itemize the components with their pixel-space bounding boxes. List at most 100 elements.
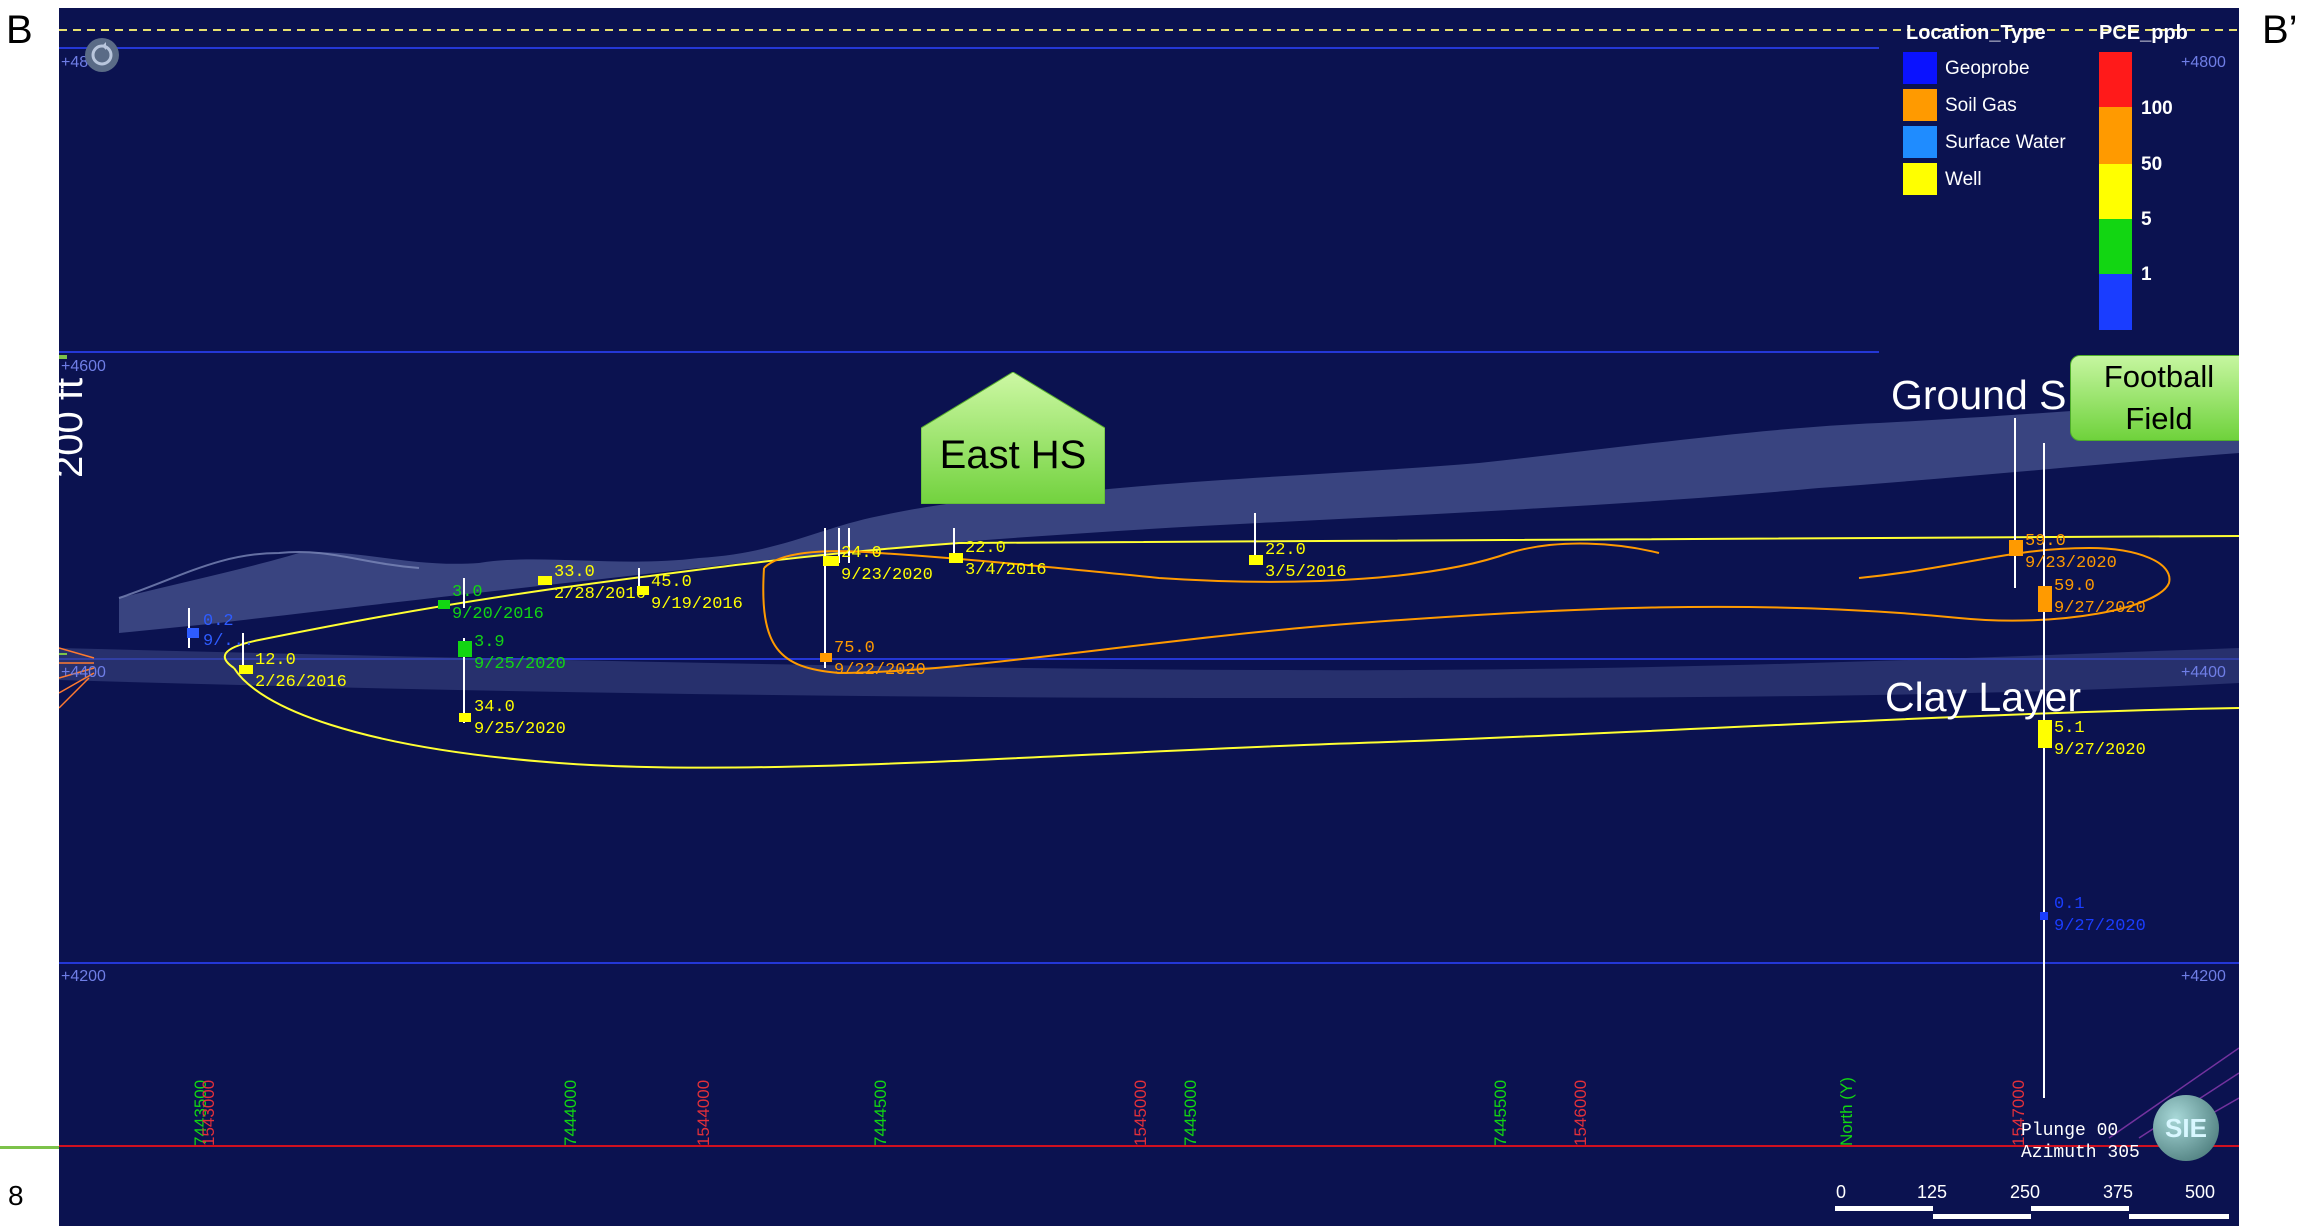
sample-annotation-1: 12.0 2/26/2016: [255, 650, 347, 694]
sample-date: 3/5/2016: [1265, 563, 1347, 582]
sample-annotation-14: 0.1 9/27/2020: [2054, 894, 2146, 938]
view-orientation: Plunge 00 Azimuth 305: [2021, 1120, 2140, 1164]
cross-section-scene: [59, 29, 2239, 1147]
sample-marker-5: [458, 641, 472, 657]
legend-swatch-soil-gas: [1903, 89, 1937, 121]
sample-date: 9/22/2020: [834, 661, 926, 680]
view-reset-icon[interactable]: [85, 38, 119, 72]
sample-annotation-0: 0.2 9/...: [203, 612, 254, 652]
north-tick-7444500: 7444500: [871, 1079, 890, 1146]
sample-marker-14: [2040, 912, 2048, 920]
sample-value: 22.0: [1265, 541, 1306, 560]
sample-annotation-9: 75.0 9/22/2020: [834, 638, 926, 682]
ground-surface-ridge: [118, 551, 420, 599]
sample-value: 24.0: [841, 544, 882, 563]
colorbar-segment-yellow: [2099, 164, 2132, 219]
sample-date: 9/23/2020: [2025, 554, 2117, 573]
sample-annotation-6: 34.0 9/25/2020: [474, 697, 566, 741]
football-field-line2: Field: [2125, 401, 2193, 436]
plunge-readout: Plunge 00: [2021, 1121, 2119, 1141]
colorbar-segment-blue: [2099, 274, 2132, 330]
scale-bar-label-125: 125: [1917, 1182, 1948, 1202]
clay-layer-label: Clay Layer: [1885, 674, 2081, 720]
scale-bracket-label: 200 ft: [59, 377, 91, 478]
elevation-label-4200-left: +4200: [61, 968, 106, 985]
sample-marker-4: [637, 586, 649, 595]
sample-date: 9/27/2020: [2054, 741, 2146, 760]
sample-marker-8: [949, 553, 963, 563]
sample-annotation-5: 3.9 9/25/2020: [474, 632, 566, 676]
scale-bar: [1835, 1206, 2229, 1219]
cross-section-viewport[interactable]: +4800 +4800 +4600 +4400 +4400 +4200 +420…: [59, 8, 2239, 1226]
legend-swatch-surface-water: [1903, 126, 1937, 158]
sample-marker-6: [459, 713, 471, 722]
sample-annotation-11: 59.0 9/23/2020: [2025, 531, 2117, 575]
east-tick-1543000: 1543000: [199, 1079, 218, 1146]
sample-date: 9/25/2020: [474, 720, 566, 739]
section-label-start: B: [6, 8, 33, 52]
sample-date: 9/20/2016: [452, 605, 544, 624]
app-logo: SIE: [2153, 1095, 2219, 1161]
football-field-line1: Football: [2103, 359, 2215, 394]
sample-annotation-2: 3.0 9/20/2016: [452, 582, 544, 626]
legend-label-soil-gas: Soil Gas: [1945, 95, 2017, 116]
sample-annotation-8: 22.0 3/4/2016: [965, 538, 1047, 582]
slide-accent-line: [0, 1146, 60, 1149]
sample-value: 3.0: [452, 583, 483, 602]
sample-marker-11: [2009, 540, 2023, 556]
view-reset-glyph: [91, 42, 113, 66]
sample-marker-13: [2038, 720, 2052, 748]
sample-value: 22.0: [965, 539, 1006, 558]
terrain-band: [59, 648, 2239, 698]
sample-annotation-12: 59.0 9/27/2020: [2054, 576, 2146, 620]
sample-date: 9/25/2020: [474, 655, 566, 674]
east-tick-1544000: 1544000: [694, 1079, 713, 1146]
north-axis-label: North (Y): [1837, 1077, 1856, 1146]
sample-date: 9/...: [203, 632, 255, 651]
scale-bar-label-250: 250: [2010, 1182, 2041, 1202]
sample-value: 0.2: [203, 612, 234, 631]
sample-value: 75.0: [834, 639, 875, 658]
azimuth-readout: Azimuth 305: [2021, 1143, 2140, 1163]
sample-date: 9/23/2020: [841, 566, 933, 585]
sample-annotation-7: 24.0 9/23/2020: [841, 543, 933, 587]
legend-location-type-title: Location_Type: [1906, 22, 2046, 44]
sample-date: 2/26/2016: [255, 673, 347, 692]
legend-pce-title: PCE_ppb: [2099, 22, 2188, 44]
sample-date: 9/19/2016: [651, 595, 743, 614]
north-tick-7445000: 7445000: [1181, 1079, 1200, 1146]
sample-value: 3.9: [474, 633, 505, 652]
colorbar-label-50: 50: [2141, 154, 2163, 175]
plume-contour-orange: [762, 542, 2171, 675]
sample-marker-7: [823, 556, 839, 566]
sample-marker-9: [820, 653, 832, 662]
sample-marker-3: [538, 576, 552, 585]
sample-value: 0.1: [2054, 895, 2085, 914]
sample-value: 59.0: [2025, 532, 2066, 551]
sample-annotation-4: 45.0 9/19/2016: [651, 572, 743, 616]
scale-bar-label-375: 375: [2103, 1182, 2134, 1202]
colorbar-segment-orange: [2099, 107, 2132, 164]
scale-bar-label-0: 0: [1836, 1182, 1847, 1202]
east-hs-callout-shape: [921, 372, 1105, 504]
elevation-label-4200-right: +4200: [2181, 968, 2226, 985]
colorbar-segment-green: [2099, 219, 2132, 274]
page-number: 8: [8, 1180, 24, 1211]
sample-value: 5.1: [2054, 719, 2085, 738]
colorbar-label-1: 1: [2141, 264, 2152, 285]
legend-label-well: Well: [1945, 169, 1982, 190]
east-tick-1546000: 1546000: [1571, 1079, 1590, 1146]
sample-marker-0: [187, 628, 199, 638]
sample-marker-10: [1249, 555, 1263, 565]
scale-bar-label-500: 500: [2185, 1182, 2216, 1202]
sample-value: 59.0: [2054, 577, 2095, 596]
east-tick-1545000: 1545000: [1131, 1079, 1150, 1146]
elevation-label-4800-right: +4800: [2181, 54, 2226, 71]
elevation-label-4400-left: +4400: [61, 664, 106, 681]
sample-value: 33.0: [554, 563, 595, 582]
sample-marker-1: [239, 665, 253, 674]
sample-annotation-3: 33.0 2/28/2016: [554, 562, 646, 606]
elevation-label-4400-right: +4400: [2181, 664, 2226, 681]
east-hs-label: East HS: [939, 433, 1087, 477]
sample-value: 12.0: [255, 651, 296, 670]
